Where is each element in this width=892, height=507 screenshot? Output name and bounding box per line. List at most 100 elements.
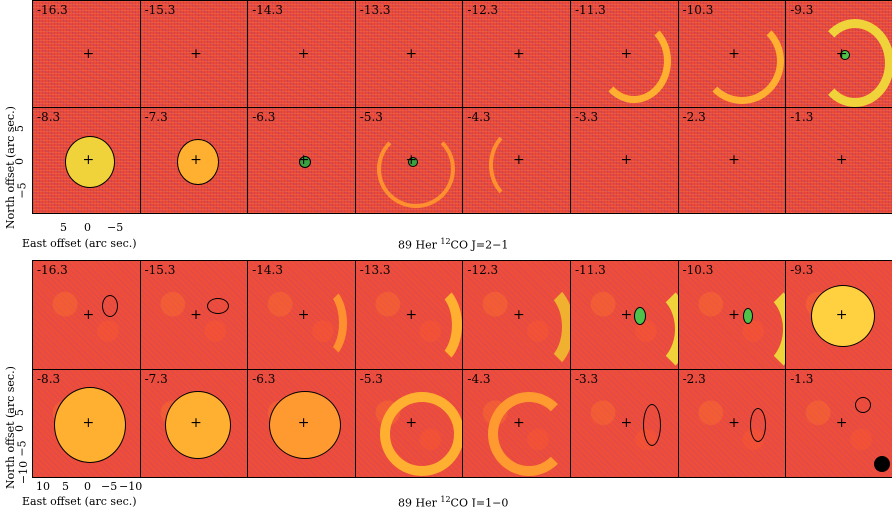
center-cross-marker: + (835, 306, 848, 323)
center-cross-marker: + (405, 415, 418, 432)
bottom-ytick-5: 5 (13, 409, 26, 416)
emission-arc (504, 280, 570, 369)
top-channel-panel: -14.3 + (248, 1, 356, 108)
emission-ring (379, 391, 463, 476)
center-cross-marker: + (190, 152, 202, 169)
top-channel-panel: -4.3 + (463, 107, 571, 214)
bottom-xlabel: East offset (arc sec.) (22, 495, 137, 507)
center-cross-marker: + (190, 415, 202, 432)
bottom-title-prefix: 89 Her (398, 496, 441, 507)
center-cross-marker: + (297, 45, 310, 62)
center-cross-marker: + (728, 45, 740, 62)
bottom-xtick-10: 10 (36, 480, 50, 493)
bottom-channel-panel: -7.3 + (140, 369, 249, 478)
bottom-channel-velocity: -7.3 (144, 371, 168, 386)
center-cross-marker: + (82, 152, 95, 169)
bottom-channel-panel: -6.3 + (248, 369, 356, 478)
bottom-channel-panel: -2.3 + (678, 369, 787, 478)
center-cross-marker: + (82, 306, 95, 323)
top-channel-velocity: -12.3 (467, 3, 499, 17)
top-channel-panel: -8.3 + (33, 107, 141, 214)
bottom-xtick-m5: −5 (101, 480, 118, 493)
emission-contour (749, 407, 766, 442)
top-channel-grid: -16.3 + -15.3 + -14.3 + -13.3 + -12.3 + -11.3 + -10.… (32, 0, 892, 214)
bottom-title: 89 Her 12CO J=1−0 (398, 495, 508, 507)
emission-arc (605, 279, 678, 369)
bottom-channel-panel: -3.3 + (571, 369, 679, 478)
bottom-channel-panel: -16.3 + (33, 261, 141, 370)
center-cross-marker: + (512, 415, 525, 432)
emission-arc (402, 282, 462, 369)
emission-halo (269, 390, 342, 459)
top-channel-velocity: -4.3 (467, 109, 491, 124)
top-channel-velocity: -3.3 (575, 109, 599, 124)
top-channel-velocity: -15.3 (144, 3, 176, 17)
beam-size-marker (873, 456, 890, 472)
top-title-iso: 12 (440, 237, 451, 246)
top-ytick-5: 5 (13, 125, 26, 132)
center-cross-marker: + (835, 45, 848, 62)
emission-arc (816, 19, 892, 107)
center-cross-marker: + (512, 45, 525, 62)
center-cross-marker: + (620, 152, 633, 169)
bottom-channel-velocity: -14.3 (252, 263, 283, 277)
emission-arc (488, 391, 570, 476)
top-channel-velocity: -8.3 (37, 109, 61, 124)
center-cross-marker: + (405, 306, 418, 323)
center-cross-marker: + (728, 152, 740, 169)
emission-core (176, 138, 219, 185)
bottom-channel-velocity: -10.3 (682, 263, 714, 277)
bottom-channel-panel: -5.3 + (355, 369, 464, 478)
center-cross-marker: + (297, 415, 310, 432)
bottom-channel-velocity: -6.3 (252, 371, 276, 386)
bottom-xtick-m10: −10 (119, 480, 143, 493)
bottom-channel-velocity: -11.3 (575, 263, 606, 277)
top-channel-velocity: -6.3 (252, 109, 276, 124)
bottom-title-suffix: CO J=1−0 (450, 496, 509, 507)
top-xtick-m5: −5 (107, 221, 124, 234)
bottom-channel-velocity: -13.3 (359, 263, 391, 277)
center-cross-marker: + (835, 415, 848, 432)
center-cross-marker: + (620, 306, 633, 323)
top-channel-panel: -3.3 + (571, 107, 679, 214)
bottom-channel-panel: -13.3 + (355, 261, 464, 370)
top-ytick-0: 0 (13, 158, 26, 165)
emission-arc (489, 125, 557, 204)
center-cross-marker: + (620, 45, 633, 62)
top-channel-velocity: -9.3 (790, 3, 814, 17)
bottom-channel-panel: -10.3 + (678, 261, 787, 370)
bottom-xtick-0: 0 (84, 480, 91, 493)
center-cross-marker: + (405, 45, 418, 62)
top-title-suffix: CO J=2−1 (450, 238, 509, 252)
top-channel-panel: -1.3 + (786, 107, 892, 214)
bottom-channel-velocity: -5.3 (359, 371, 383, 386)
bottom-channel-panel: -9.3 + (786, 261, 892, 370)
emission-peak (299, 155, 312, 168)
center-cross-marker: + (512, 152, 525, 169)
center-cross-marker: + (190, 45, 202, 62)
bottom-channel-velocity: -3.3 (575, 371, 599, 386)
top-channel-velocity: -1.3 (790, 109, 814, 124)
center-cross-marker: + (405, 152, 418, 169)
top-channel-panel: -6.3 + (248, 107, 356, 214)
bottom-channel-grid: -16.3 + -15.3 + -14.3 + -13.3 + -12.3 + -11.3 + -10.… (32, 260, 892, 478)
emission-halo (164, 390, 231, 459)
center-cross-marker: + (512, 306, 525, 323)
bottom-channel-panel: -1.3 + (786, 369, 892, 478)
emission-arc (301, 285, 348, 362)
bottom-channel-velocity: -4.3 (467, 371, 491, 386)
top-channel-panel: -9.3 + (786, 1, 892, 108)
top-channel-velocity: -7.3 (144, 109, 168, 124)
emission-core (64, 135, 115, 188)
emission-core (811, 285, 876, 348)
bottom-channel-velocity: -16.3 (37, 263, 68, 277)
top-channel-panel: -7.3 + (140, 107, 249, 214)
bottom-ytick-m5: −5 (15, 440, 29, 457)
top-channel-velocity: -16.3 (37, 3, 68, 17)
top-channel-velocity: -2.3 (682, 109, 706, 124)
top-channel-panel: -11.3 + (571, 1, 679, 108)
bottom-channel-velocity: -9.3 (790, 263, 814, 277)
bottom-channel-panel: -15.3 + (140, 261, 249, 370)
top-channel-velocity: -13.3 (359, 3, 391, 17)
